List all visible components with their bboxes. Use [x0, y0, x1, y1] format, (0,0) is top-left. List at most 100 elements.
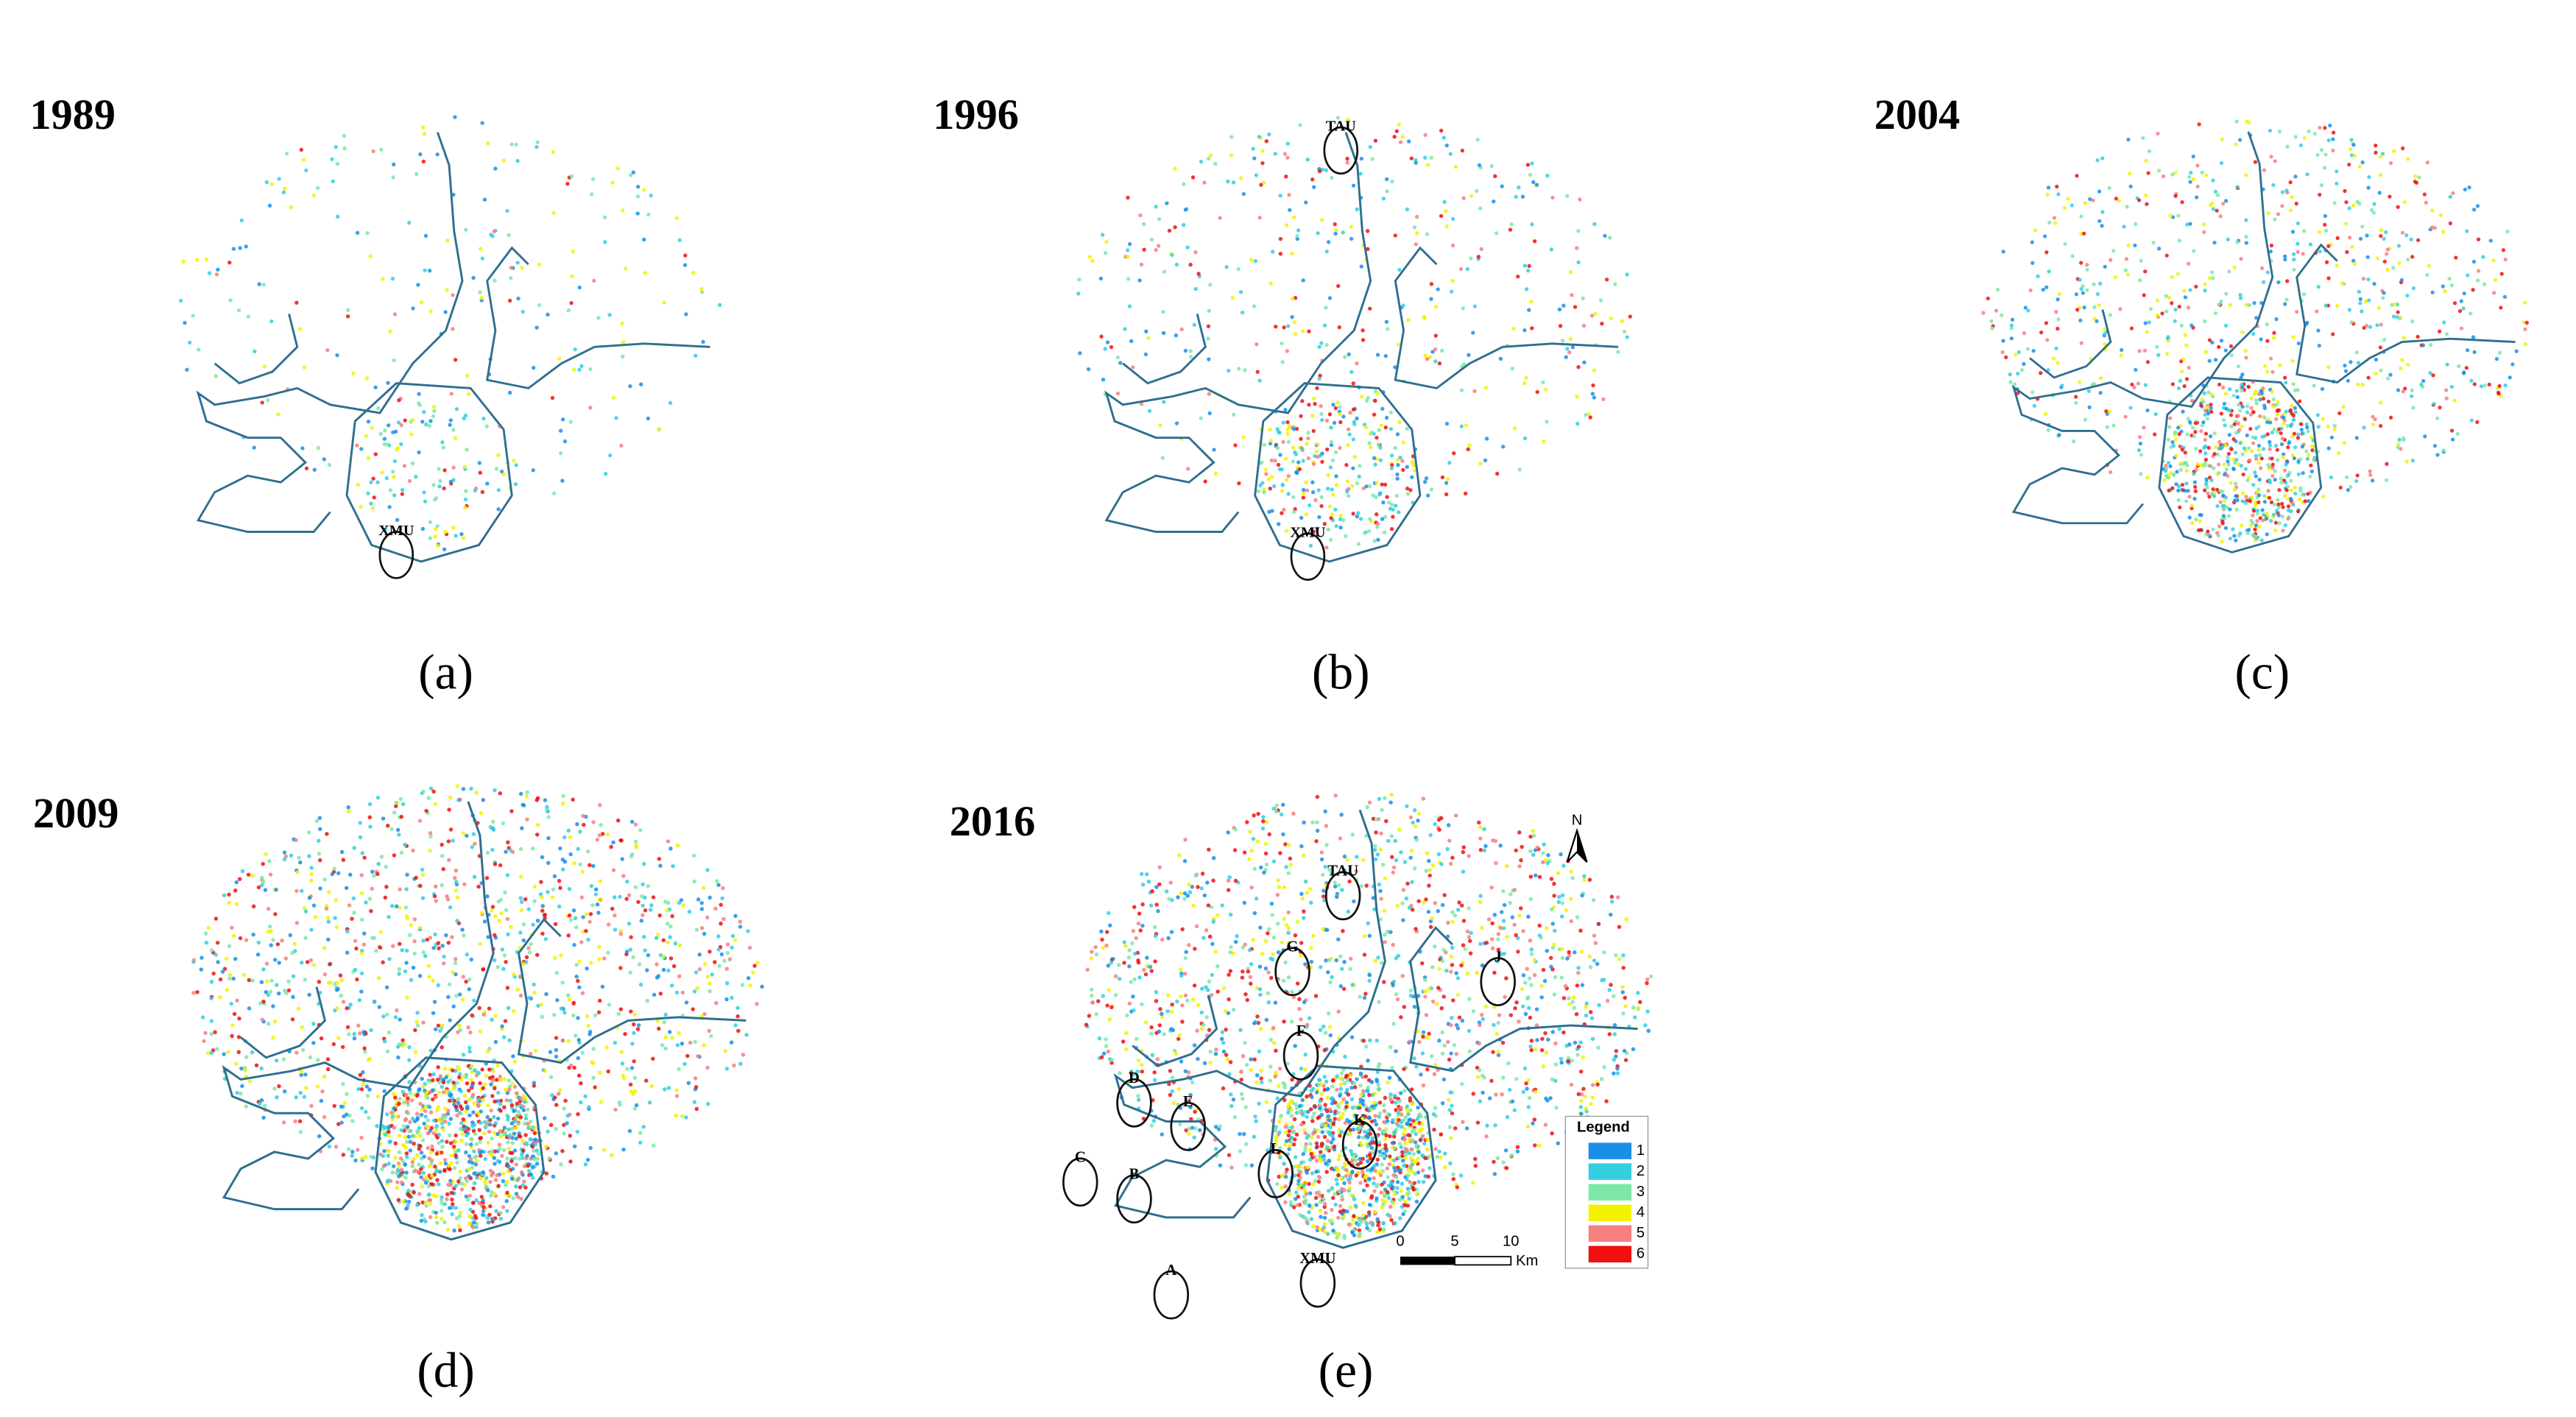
map-pixel [2192, 434, 2196, 439]
map-pixel [345, 1092, 349, 1096]
map-pixel [259, 1098, 264, 1103]
map-pixel [372, 1000, 377, 1004]
map-pixel [322, 946, 327, 950]
map-pixel [370, 886, 374, 891]
map-pixel [1280, 360, 1285, 364]
map-pixel [1298, 123, 1302, 127]
map-pixel [2284, 462, 2288, 467]
map-pixel [1430, 350, 1435, 354]
map-pixel [2075, 174, 2079, 178]
map-pixel [452, 1098, 457, 1103]
map-pixel [2270, 473, 2275, 478]
map-pixel [654, 975, 660, 980]
map-pixel [271, 938, 275, 942]
map-pixel [1501, 445, 1506, 449]
map-pixel [1501, 1075, 1506, 1080]
map-pixel [2124, 257, 2129, 261]
map-pixel [2312, 132, 2317, 136]
map-pixel [2318, 250, 2322, 254]
map-pixel [2253, 160, 2258, 164]
map-pixel [1386, 327, 1390, 331]
map-pixel [446, 994, 451, 1000]
map-pixel [1480, 1073, 1485, 1078]
map-pixel [1358, 464, 1362, 468]
map-pixel [2148, 307, 2153, 311]
map-pixel [2252, 392, 2256, 396]
map-pixel [481, 1205, 486, 1209]
map-pixel [297, 1119, 303, 1123]
map-pixel [2290, 434, 2295, 439]
map-pixel [665, 908, 669, 913]
map-pixel [354, 946, 359, 951]
map-pixel [1394, 493, 1400, 498]
map-pixel [2349, 153, 2354, 158]
map-pixel [355, 977, 359, 982]
map-pixel [559, 1006, 564, 1011]
map-pixel [544, 1145, 548, 1149]
map-pixel [2293, 445, 2298, 450]
map-pixel [2217, 446, 2221, 451]
map-pixel [735, 1014, 740, 1019]
map-pixel [334, 1145, 339, 1149]
map-pixel [1115, 355, 1120, 360]
map-pixel [2401, 146, 2405, 151]
map-pixel [2063, 241, 2067, 246]
map-pixel [632, 1031, 636, 1036]
map-pixel [511, 1054, 515, 1059]
map-pixel [246, 872, 251, 877]
map-pixel [1520, 194, 1525, 199]
map-pixel [390, 469, 395, 474]
map-pixel [240, 1084, 244, 1089]
map-pixel [336, 986, 340, 992]
map-pixel [732, 1063, 736, 1068]
map-pixel [2291, 252, 2296, 256]
map-pixel [1417, 1039, 1422, 1045]
map-pixel [2262, 415, 2267, 420]
map-pixel [589, 883, 594, 888]
map-pixel [465, 1142, 469, 1147]
map-pixel [370, 936, 375, 940]
map-pixel [703, 961, 707, 967]
map-pixel [618, 928, 624, 933]
map-pixel [455, 784, 459, 788]
map-pixel [442, 1168, 447, 1173]
map-pixel [667, 1030, 672, 1034]
map-pixel [2199, 403, 2203, 408]
map-pixel [1384, 819, 1388, 824]
map-pixel [358, 1073, 363, 1078]
map-pixel [2240, 389, 2244, 393]
map-pixel [1384, 415, 1389, 420]
map-pixel [2290, 403, 2294, 408]
map-pixel [2139, 453, 2144, 457]
map-pixel [632, 1022, 636, 1027]
map-pixel [2483, 282, 2487, 286]
map-pixel [2245, 478, 2250, 483]
map-pixel [625, 1067, 629, 1072]
map-pixel [1603, 233, 1607, 238]
map-pixel [1321, 1024, 1326, 1029]
map-pixel [1454, 1051, 1459, 1056]
map-pixel [2170, 486, 2175, 490]
map-pixel [501, 1205, 506, 1209]
map-pixel [2198, 449, 2203, 453]
map-pixel [436, 1065, 440, 1070]
map-pixel [554, 1151, 559, 1156]
map-pixel [498, 1210, 503, 1215]
map-pixel [1450, 919, 1455, 924]
map-pixel [1423, 132, 1428, 137]
map-pixel [691, 853, 696, 858]
map-pixel [399, 423, 403, 428]
map-pixel [504, 1182, 508, 1187]
map-pixel [2371, 414, 2375, 419]
map-pixel [502, 953, 507, 958]
map-pixel [454, 880, 459, 884]
map-pixel [384, 476, 389, 481]
map-pixel [493, 862, 498, 866]
map-pixel [2324, 260, 2329, 264]
map-pixel [1552, 881, 1556, 886]
map-pixel [423, 1200, 428, 1205]
map-pixel [2209, 392, 2214, 397]
map-pixel [2290, 195, 2294, 199]
map-pixel [451, 293, 455, 297]
map-pixel [1278, 194, 1282, 198]
